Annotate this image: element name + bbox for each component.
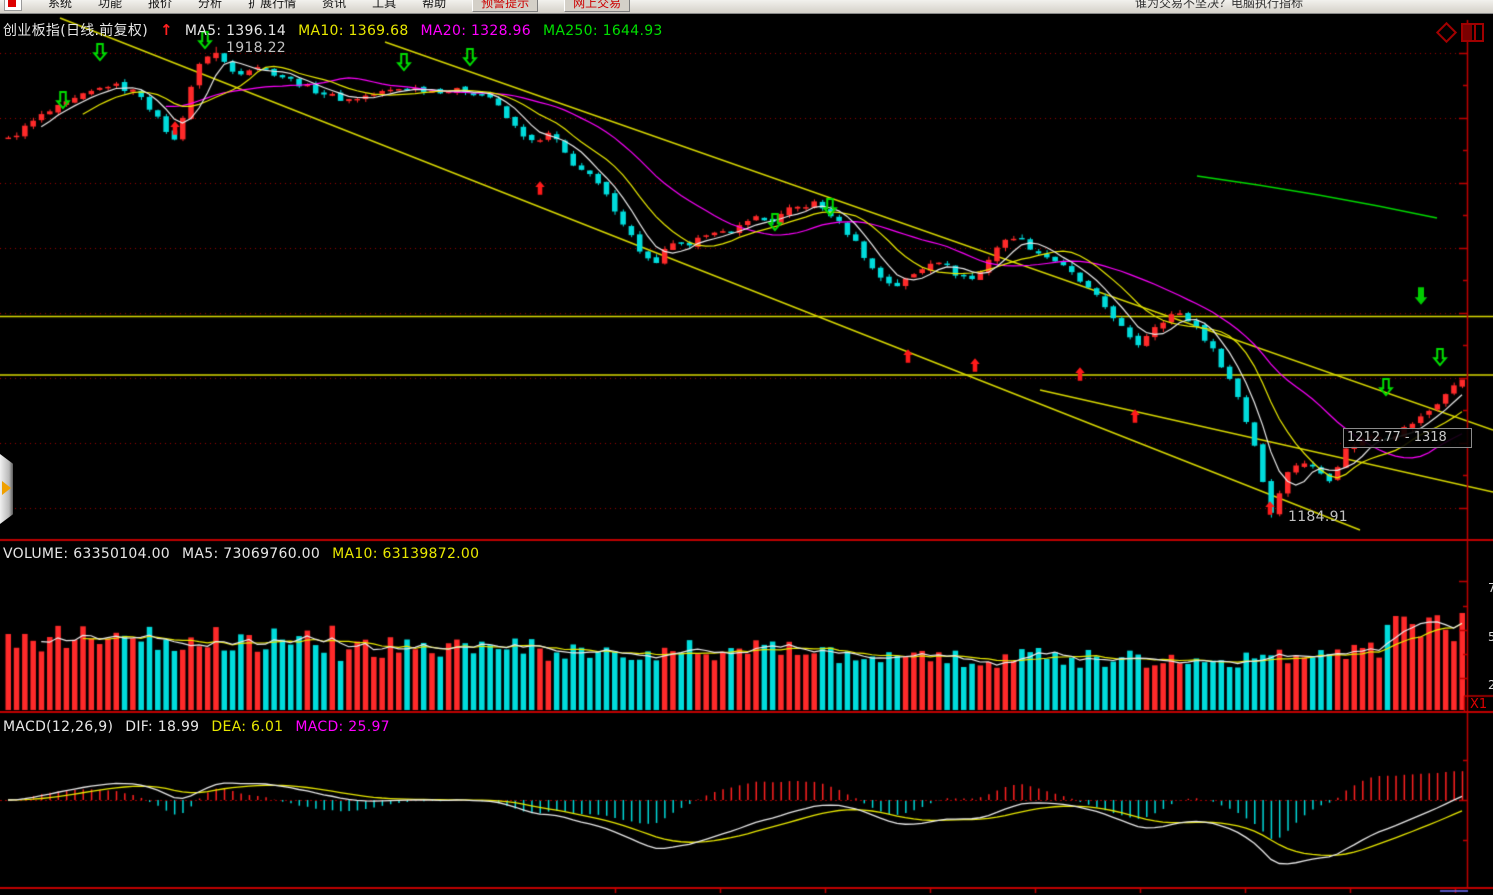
menu-right-text: 谁为交易不坚决？电脑执行指标 [1134, 0, 1303, 10]
high-price-label: 1918.22 [226, 40, 286, 56]
volume-axis-digit: 5 [1488, 630, 1493, 644]
low-price-label: 1184.91 [1288, 509, 1348, 525]
menu-item-extended-market[interactable]: 扩展行情 [248, 0, 297, 10]
volume-pane-header: VOLUME: 63350104.00 MA5: 73069760.00 MA1… [3, 546, 479, 562]
ma10-value: MA10: 1369.68 [298, 23, 409, 39]
menu-item-tools[interactable]: 工具 [372, 0, 397, 10]
ma250-value: MA250: 1644.93 [542, 23, 663, 39]
ma5-value: MA5: 1396.14 [184, 23, 287, 39]
menu-item-system[interactable]: 系统 [48, 0, 73, 10]
menu-bar: 系统 功能 报价 分析 扩展行情 资讯 工具 帮助 预警提示 网上交易 谁为交易… [0, 0, 1493, 14]
volume-axis-digit: 7 [1488, 581, 1493, 595]
app-logo-icon[interactable] [4, 0, 22, 11]
price-range-tooltip: 1212.77 - 1318 [1343, 428, 1472, 448]
price-pane-header: 创业板指(日线.前复权) ↑ MA5: 1396.14 MA10: 1369.6… [3, 20, 663, 40]
macd-value: MACD: 25.97 [295, 719, 390, 735]
volume-ma10-value: MA10: 63139872.00 [332, 546, 480, 562]
window-layout-icon[interactable] [1461, 23, 1484, 42]
menu-item-help[interactable]: 帮助 [422, 0, 447, 10]
macd-pane-header: MACD(12,26,9) DIF: 18.99 DEA: 6.01 MACD:… [3, 719, 390, 735]
online-trade-button[interactable]: 网上交易 [564, 0, 631, 12]
volume-value: VOLUME: 63350104.00 [3, 546, 171, 562]
volume-axis-digit: 2 [1488, 678, 1493, 692]
trend-up-icon: ↑ [159, 21, 173, 39]
menu-item-analysis[interactable]: 分析 [198, 0, 223, 10]
symbol-title: 创业板指(日线.前复权) [3, 23, 148, 39]
alert-button[interactable]: 预警提示 [472, 0, 539, 12]
menu-item-news[interactable]: 资讯 [322, 0, 347, 10]
expand-arrow-icon [2, 481, 11, 495]
zoom-level-label[interactable]: X1 [1470, 697, 1488, 712]
menu-item-function[interactable]: 功能 [98, 0, 123, 10]
dif-value: DIF: 18.99 [125, 719, 200, 735]
macd-title: MACD(12,26,9) [3, 719, 114, 735]
sidebar-expand-handle[interactable] [0, 454, 13, 524]
menu-item-quotes[interactable]: 报价 [148, 0, 173, 10]
dea-value: DEA: 6.01 [211, 719, 284, 735]
ma20-value: MA20: 1328.96 [420, 23, 531, 39]
volume-ma5-value: MA5: 73069760.00 [182, 546, 321, 562]
